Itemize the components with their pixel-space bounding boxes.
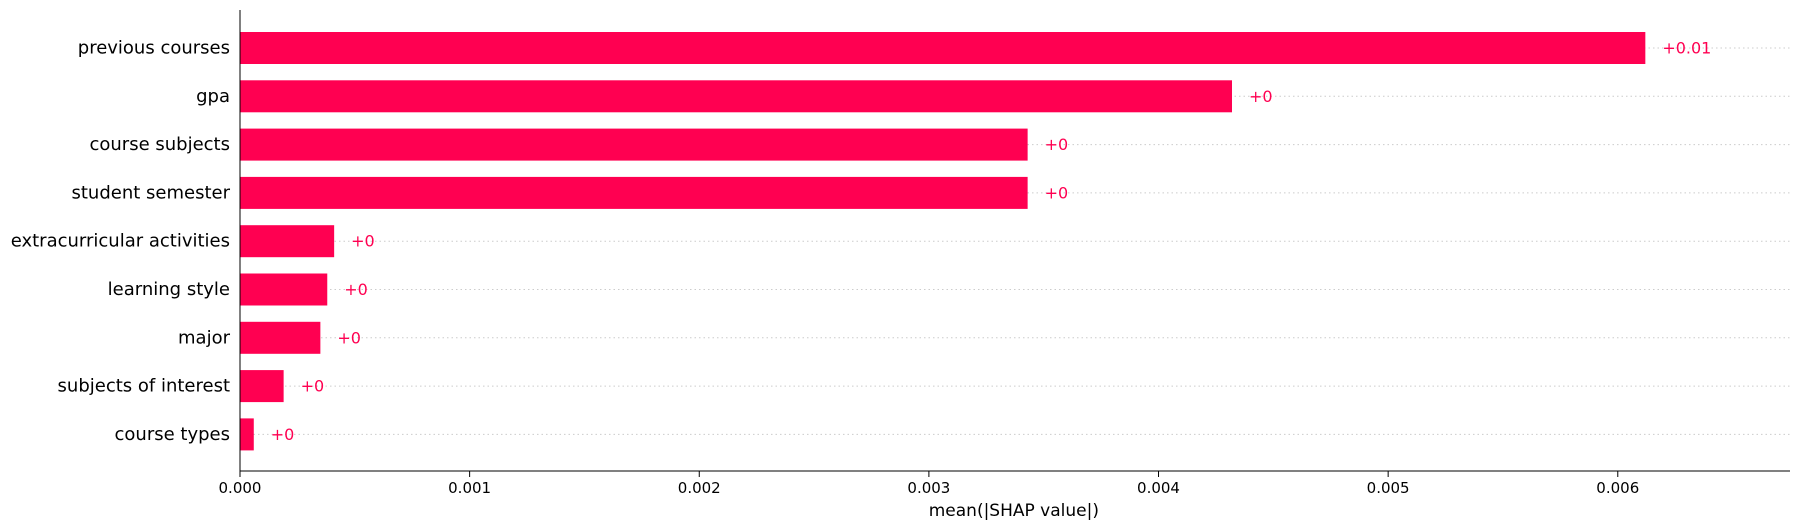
bar-course-subjects: [240, 128, 1028, 161]
value-label: +0: [337, 328, 361, 347]
category-label: extracurricular activities: [11, 231, 230, 252]
bar-extracurricular-activities: [240, 225, 335, 258]
category-label: student semester: [71, 182, 230, 203]
bar-learning-style: [240, 273, 328, 306]
bar-major: [240, 321, 321, 354]
x-tick-label: 0.003: [907, 479, 950, 497]
category-label: course types: [115, 424, 230, 445]
value-label: +0: [1045, 135, 1069, 154]
category-label: subjects of interest: [58, 376, 230, 397]
tick-layer: 0.000 0.001 0.002 0.003 0.004 0.005 0.006: [219, 471, 1639, 497]
value-label: +0: [301, 377, 325, 396]
bar-gpa: [240, 80, 1232, 113]
bar-layer: [240, 32, 1646, 451]
bar-previous-courses: [240, 32, 1646, 64]
bar-course-types: [240, 418, 254, 451]
category-label: previous courses: [78, 38, 230, 59]
x-tick-label: 0.001: [448, 479, 491, 497]
axis-layer: [239, 10, 1790, 472]
value-label: +0.01: [1662, 39, 1711, 58]
bar-subjects-of-interest: [240, 370, 284, 403]
value-label: +0: [351, 232, 375, 251]
x-axis-title: mean(|SHAP value|): [929, 501, 1099, 521]
x-tick-label: 0.000: [219, 479, 262, 497]
value-label: +0: [271, 425, 295, 444]
x-tick-label: 0.005: [1367, 479, 1410, 497]
category-label: major: [178, 327, 231, 348]
category-label: learning style: [108, 279, 230, 300]
x-tick-label: 0.002: [678, 479, 721, 497]
label-layer: previous courses +0.01 gpa +0 course subject…: [11, 38, 1712, 445]
category-label: course subjects: [89, 134, 230, 155]
x-tick-label: 0.006: [1596, 479, 1639, 497]
category-label: gpa: [196, 86, 230, 107]
value-label: +0: [1045, 183, 1069, 202]
bar-student-semester: [240, 176, 1028, 209]
value-label: +0: [344, 280, 368, 299]
value-label: +0: [1249, 87, 1273, 106]
x-tick-label: 0.004: [1137, 479, 1180, 497]
